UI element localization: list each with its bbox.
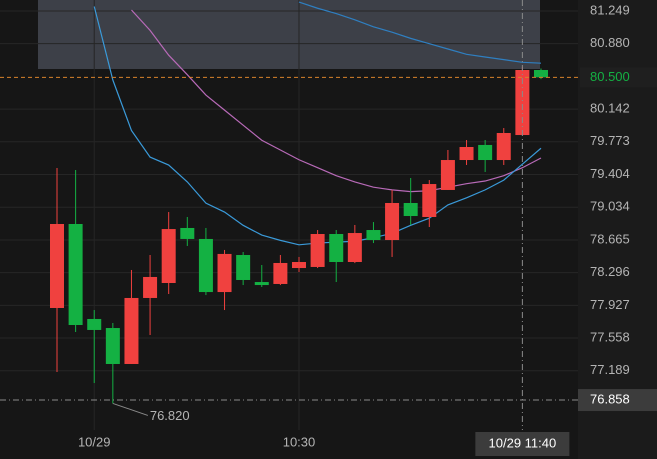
candle-body [329,234,344,263]
plot [50,1,548,404]
x-tick-label: 10:30 [283,434,316,449]
last-price-label: 80.500 [590,69,630,84]
candle-body [515,69,530,136]
candle-body [143,276,158,298]
last-price-box [580,67,657,88]
crosshair-y-box [578,389,657,412]
moving-average-line [298,1,542,64]
candle-body [478,144,493,161]
candle-body [310,234,325,267]
moving-average-line [131,9,542,193]
y-tick-label: 79.773 [590,133,630,148]
candle-body [217,253,232,293]
candle-body [533,69,548,78]
y-tick-label: 77.558 [590,329,630,344]
candle-body [385,202,400,241]
y-tick-label: 80.142 [590,101,630,116]
candle-body [105,328,120,364]
candle-body [236,255,251,280]
crosshair-y-label: 76.858 [590,391,630,406]
candle-body [50,223,64,308]
candle-body [161,229,176,284]
candle-body [422,184,437,217]
candle-body [254,282,269,286]
y-tick-label: 79.034 [590,199,630,214]
candle-body [180,227,195,239]
candle-body [496,132,511,161]
y-tick-label: 78.665 [590,231,630,246]
y-tick-label: 81.249 [590,2,630,17]
y-tick-label: 79.404 [590,166,630,181]
candle-body [273,262,288,284]
low-annotation-leader [112,402,149,416]
candle-body [403,202,418,217]
y-tick-label: 77.927 [590,297,630,312]
x-tick-label: 10/29 [78,434,111,449]
crosshair-x-box [475,432,570,456]
candle-body [291,262,306,269]
low-annotation-label: 76.820 [150,408,190,423]
candle-body [459,146,474,161]
candle-body [198,238,213,293]
y-tick-label: 77.189 [590,362,630,377]
candle-body [87,318,102,330]
candle-body [68,223,83,326]
crosshair-x-label: 10/29 11:40 [489,435,557,450]
y-tick-label: 78.296 [590,264,630,279]
candle-body [440,160,455,190]
candle-body [124,297,139,364]
candle-body [347,233,362,263]
candle-body [366,230,381,241]
y-tick-label: 80.880 [590,35,630,50]
selection-overlay [38,0,540,69]
